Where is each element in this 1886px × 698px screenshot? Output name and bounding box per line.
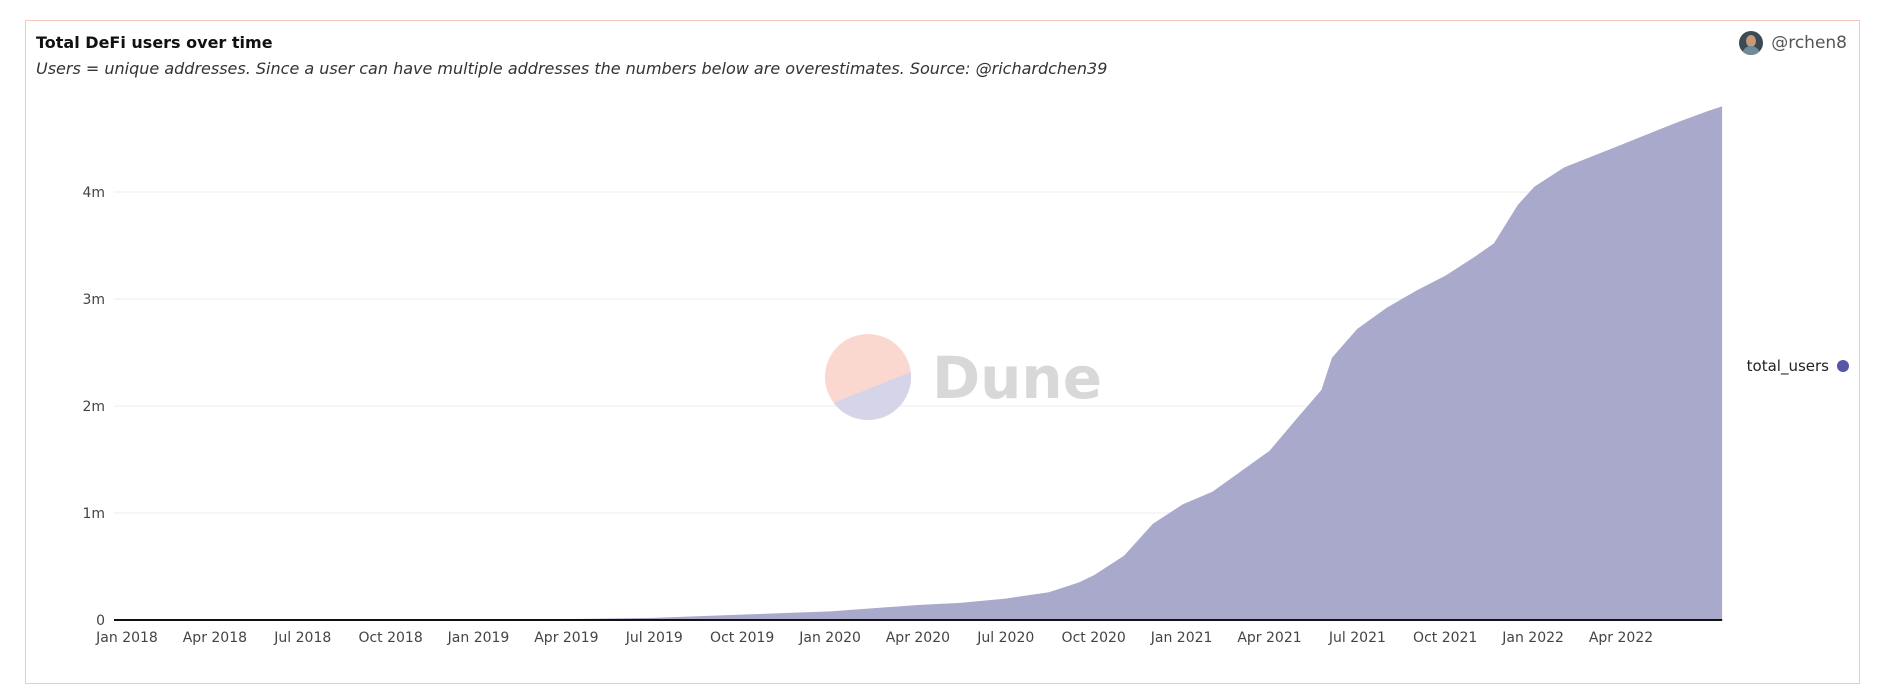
x-tick-label: Jan 2018 [95, 630, 158, 646]
author-link[interactable]: @rchen8 [1739, 31, 1847, 55]
x-tick-label: Oct 2021 [1413, 630, 1477, 646]
chart-subtitle: Users = unique addresses. Since a user c… [36, 59, 1108, 78]
x-tick-label: Jul 2018 [273, 630, 331, 646]
x-tick-label: Oct 2020 [1062, 630, 1126, 646]
x-tick-label: Apr 2022 [1589, 630, 1653, 646]
x-tick-label: Apr 2018 [183, 630, 247, 646]
x-tick-label: Oct 2018 [358, 630, 422, 646]
x-tick-label: Jan 2019 [447, 630, 510, 646]
x-tick-label: Jul 2021 [1328, 630, 1386, 646]
x-tick-label: Jan 2021 [1150, 630, 1213, 646]
series-area-total_users [127, 106, 1723, 620]
y-tick-label: 2m [82, 399, 105, 415]
x-tick-label: Apr 2021 [1237, 630, 1301, 646]
y-tick-label: 0 [96, 613, 105, 629]
legend[interactable]: total_users [1747, 357, 1849, 376]
dune-watermark: Dune [825, 334, 1102, 420]
dune-logo-icon [825, 334, 911, 420]
x-tick-label: Jul 2019 [625, 630, 683, 646]
legend-dot-icon [1837, 360, 1849, 372]
x-tick-label: Apr 2020 [886, 630, 950, 646]
legend-label-total_users: total_users [1747, 357, 1830, 376]
y-tick-label: 1m [82, 506, 105, 522]
chart-title: Total DeFi users over time [36, 33, 273, 52]
x-tick-label: Jul 2020 [976, 630, 1034, 646]
y-axis-ticks: 0 1m 2m 3m 4m [82, 185, 105, 629]
avatar [1739, 31, 1764, 55]
x-tick-label: Jan 2020 [798, 630, 861, 646]
watermark-text: Dune [932, 344, 1102, 412]
author-handle: @rchen8 [1771, 33, 1847, 53]
x-tick-label: Jan 2022 [1501, 630, 1564, 646]
x-tick-label: Apr 2019 [534, 630, 598, 646]
x-axis-ticks: Jan 2018 Apr 2018 Jul 2018 Oct 2018 Jan 2019… [95, 630, 1653, 646]
x-tick-label: Oct 2019 [710, 630, 774, 646]
y-tick-label: 3m [82, 292, 105, 308]
y-tick-label: 4m [82, 185, 105, 201]
